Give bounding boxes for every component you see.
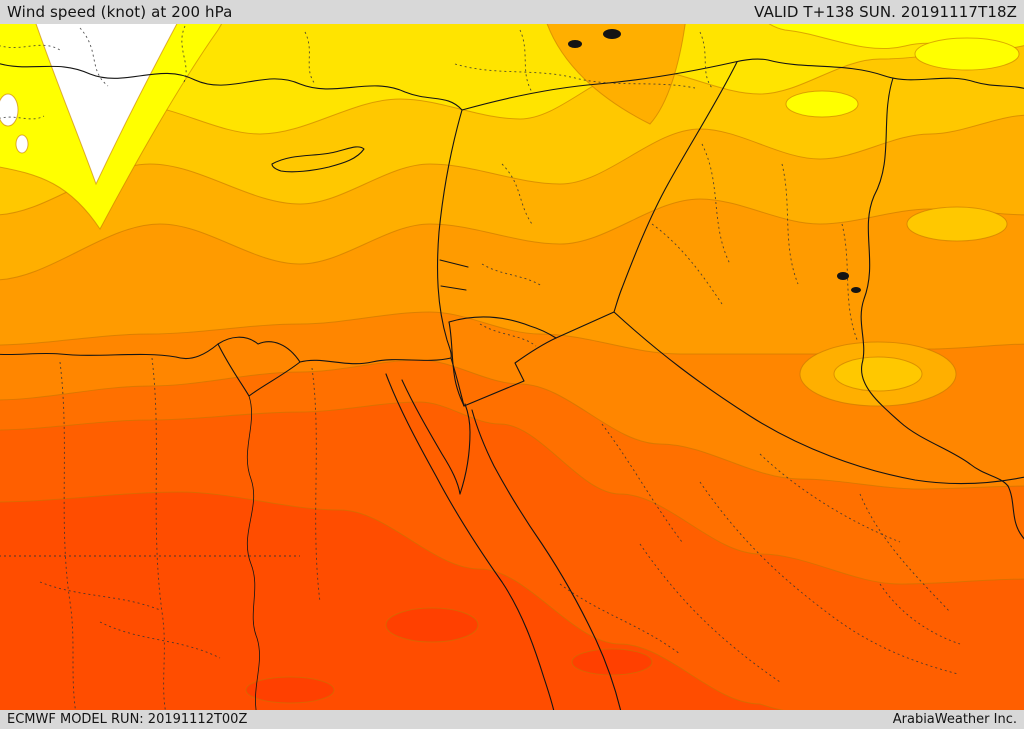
wind-band-white-wedge: [35, 24, 178, 186]
nile-river: [246, 395, 260, 710]
lake: [603, 29, 621, 39]
wind-minimum-blob: [914, 37, 1020, 71]
lakes: [568, 29, 861, 293]
wind-speed-bands-south: [0, 311, 1024, 710]
admin-border: [699, 31, 713, 89]
admin-border: [479, 323, 537, 347]
title-bar: Wind speed (knot) at 200 hPa VALID T+138…: [0, 0, 1024, 24]
jordan-valley-border: [448, 321, 465, 407]
admin-border: [39, 581, 161, 611]
admin-border: [454, 63, 696, 89]
wind-maximum-blob: [571, 648, 653, 676]
wind-field-svg: [0, 24, 1024, 710]
sinai-west-coast: [401, 379, 461, 495]
wind-maximum-blob: [385, 607, 479, 643]
nile-delta-east: [248, 361, 301, 397]
admin-border: [639, 543, 781, 683]
wind-band-white-patch: [0, 93, 19, 127]
admin-border: [651, 223, 723, 305]
admin-border: [699, 481, 959, 675]
wind-band-white-patch: [15, 134, 29, 154]
gulf-coastline: [1007, 485, 1024, 540]
wind-band-yellow: [0, 24, 1024, 141]
wind-minimum-blob: [785, 90, 859, 118]
aegean-coast-dotted: [0, 44, 61, 120]
admin-border: [701, 143, 731, 265]
administrative-borders-dotted: [0, 25, 961, 710]
model-run-label: ECMWF MODEL RUN: 20191112T00Z: [7, 712, 248, 727]
lake: [837, 272, 849, 280]
attribution-label: ArabiaWeather Inc.: [892, 712, 1017, 727]
lake: [851, 287, 861, 293]
syria-jordan-border: [448, 316, 557, 339]
cyprus-coastline: [271, 146, 365, 173]
admin-border: [99, 621, 221, 659]
admin-border: [519, 29, 533, 93]
syria-iraq-border: [613, 61, 738, 313]
admin-border: [481, 263, 543, 287]
iraq-saudi-border: [613, 311, 1024, 485]
map-canvas: [0, 24, 1024, 710]
valid-time-label: VALID T+138 SUN. 20191117T18Z: [754, 3, 1017, 21]
country-borders: [0, 58, 1024, 710]
admin-border: [304, 31, 316, 85]
levant-coastline: [436, 109, 463, 359]
admin-border: [781, 163, 799, 285]
admin-border: [841, 223, 859, 343]
wind-maximum-blob: [245, 676, 335, 704]
wind-minimum-tongue: [546, 24, 686, 125]
turkey-syria-border: [461, 58, 1024, 111]
status-bar: ECMWF MODEL RUN: 20191112T00Z ArabiaWeat…: [0, 710, 1024, 729]
admin-border: [181, 25, 187, 85]
sinai-east-aqaba-coast: [459, 403, 471, 495]
lebanon-borders: [439, 259, 469, 291]
wind-speed-bands-north: [0, 24, 1024, 407]
admin-border: [601, 423, 683, 543]
admin-border: [879, 583, 961, 645]
lake: [568, 40, 582, 48]
page-title: Wind speed (knot) at 200 hPa: [7, 3, 233, 21]
iran-iraq-border: [860, 77, 1009, 487]
admin-border: [501, 163, 533, 225]
nile-delta-west: [217, 343, 250, 397]
local-minimum-core: [833, 356, 923, 392]
israel-egypt-border: [450, 357, 465, 407]
saudi-red-sea-coast: [471, 409, 622, 710]
jordan-iraq-border: [555, 311, 615, 339]
turkey-coastline: [0, 63, 463, 111]
egypt-coastline: [0, 336, 452, 365]
egypt-red-sea-coast: [385, 373, 555, 710]
local-minimum-patch: [906, 206, 1008, 242]
admin-border: [559, 583, 681, 655]
jordan-saudi-border: [463, 337, 557, 407]
